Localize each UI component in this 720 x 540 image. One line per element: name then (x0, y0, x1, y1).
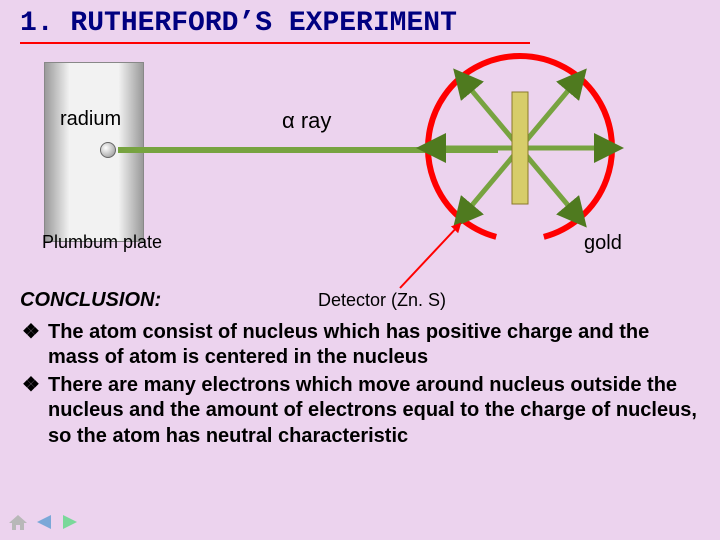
conclusion-block: CONCLUSION: ❖The atom consist of nucleus… (20, 288, 700, 450)
bullet-icon: ❖ (20, 373, 48, 450)
alpha-ray-label: α ray (282, 108, 331, 134)
radium-label: radium (60, 108, 121, 131)
nav-controls (6, 512, 82, 532)
plumbum-plate-label: Plumbum plate (42, 232, 162, 253)
nav-home-icon[interactable] (6, 512, 30, 532)
conclusion-item: ❖The atom consist of nucleus which has p… (20, 320, 700, 371)
conclusion-heading: CONCLUSION: (20, 288, 161, 314)
slide: 1. RUTHERFORD’S EXPERIMENT radium α ray … (0, 0, 720, 540)
nav-prev-icon[interactable] (32, 512, 56, 532)
conclusion-item-text: There are many electrons which move arou… (48, 373, 700, 450)
nav-next-icon[interactable] (58, 512, 82, 532)
conclusion-item: ❖There are many electrons which move aro… (20, 373, 700, 450)
title-underline (20, 42, 530, 44)
scattering-diagram (380, 48, 660, 268)
radium-source-icon (100, 142, 116, 158)
slide-title: 1. RUTHERFORD’S EXPERIMENT (20, 8, 457, 39)
conclusion-item-text: The atom consist of nucleus which has po… (48, 320, 700, 371)
bullet-icon: ❖ (20, 320, 48, 371)
scattering-svg (380, 48, 660, 308)
